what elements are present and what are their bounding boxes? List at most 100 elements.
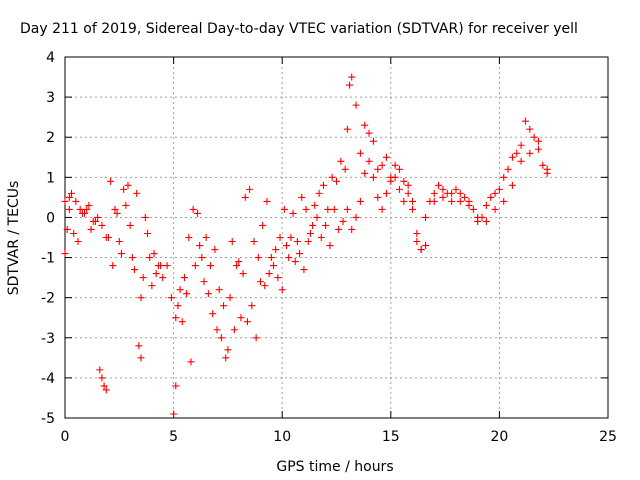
data-point — [328, 173, 336, 181]
data-point — [339, 217, 347, 225]
data-point — [409, 205, 417, 213]
data-point — [254, 254, 262, 262]
data-point — [185, 234, 193, 241]
series-SDTVAR — [61, 73, 551, 354]
x-tick-label: 20 — [490, 429, 508, 445]
data-point — [311, 201, 319, 209]
data-point — [404, 189, 412, 197]
data-point — [309, 221, 317, 229]
data-point — [224, 346, 232, 354]
x-tick-label: 10 — [273, 429, 291, 445]
data-point — [87, 225, 95, 233]
data-point — [346, 81, 354, 89]
data-point — [74, 238, 82, 246]
data-point — [330, 205, 338, 213]
data-point — [198, 254, 206, 262]
data-point — [291, 258, 299, 266]
data-point — [187, 358, 195, 366]
data-point — [404, 181, 412, 189]
data-point — [430, 189, 438, 197]
data-point — [289, 209, 297, 217]
data-point — [230, 326, 238, 334]
data-point — [200, 278, 208, 286]
data-point — [348, 225, 356, 233]
data-point — [448, 197, 456, 205]
data-point — [409, 197, 417, 205]
data-points — [61, 73, 551, 418]
data-point — [287, 234, 295, 241]
y-tick-label: -5 — [41, 411, 55, 427]
data-point — [148, 282, 156, 290]
axis-ticks — [64, 56, 609, 419]
data-point — [172, 314, 180, 322]
data-point — [352, 101, 360, 109]
data-point — [243, 318, 251, 326]
data-point — [491, 205, 499, 213]
data-point — [193, 209, 201, 217]
data-point — [487, 193, 495, 201]
data-point — [211, 246, 219, 254]
data-point — [319, 181, 327, 189]
y-tick-label: -2 — [41, 291, 55, 307]
data-point — [283, 242, 291, 250]
data-point — [139, 274, 147, 282]
data-point — [356, 149, 364, 157]
data-point — [265, 270, 273, 278]
series-SDTVAR-secondary — [61, 137, 551, 418]
data-point — [482, 217, 490, 225]
data-point — [61, 250, 69, 258]
data-point — [474, 213, 482, 221]
data-point — [361, 121, 369, 129]
data-point — [178, 318, 186, 326]
data-point — [315, 189, 323, 197]
data-point — [469, 205, 477, 213]
data-point — [526, 125, 534, 133]
data-point — [361, 169, 369, 177]
data-point — [109, 262, 117, 270]
data-point — [126, 221, 134, 229]
data-point — [137, 294, 145, 302]
data-point — [365, 157, 373, 165]
data-point — [391, 161, 399, 169]
data-point — [324, 205, 332, 213]
data-point — [306, 229, 314, 237]
data-point — [341, 165, 349, 173]
data-point — [228, 238, 236, 246]
data-point — [65, 193, 73, 201]
data-point — [304, 238, 312, 246]
data-point — [259, 221, 267, 229]
data-point — [439, 185, 447, 193]
data-point — [85, 201, 93, 209]
data-point — [98, 374, 106, 382]
data-point — [508, 181, 516, 189]
data-point — [65, 205, 73, 213]
x-tick-label: 0 — [61, 429, 70, 445]
y-tick-label: -1 — [41, 251, 55, 267]
data-point — [534, 137, 542, 145]
data-point — [111, 205, 119, 213]
data-point — [400, 197, 408, 205]
y-tick-label: 3 — [46, 90, 55, 106]
data-point — [215, 286, 223, 294]
data-point — [122, 201, 130, 209]
data-point — [68, 189, 76, 197]
data-point — [500, 173, 508, 181]
data-point — [293, 238, 301, 246]
data-point — [220, 302, 228, 310]
data-point — [233, 262, 241, 270]
data-point — [274, 274, 282, 282]
data-point — [285, 254, 293, 262]
data-point — [491, 189, 499, 197]
data-point — [141, 213, 149, 221]
data-point — [189, 205, 197, 213]
data-point — [157, 262, 165, 270]
chart-title: Day 211 of 2019, Sidereal Day-to-day VTE… — [20, 21, 578, 37]
data-point — [387, 177, 395, 185]
data-point — [83, 205, 91, 213]
data-point — [278, 286, 286, 294]
data-point — [452, 185, 460, 193]
data-point — [343, 205, 351, 213]
data-point — [369, 173, 377, 181]
data-point — [300, 266, 308, 274]
